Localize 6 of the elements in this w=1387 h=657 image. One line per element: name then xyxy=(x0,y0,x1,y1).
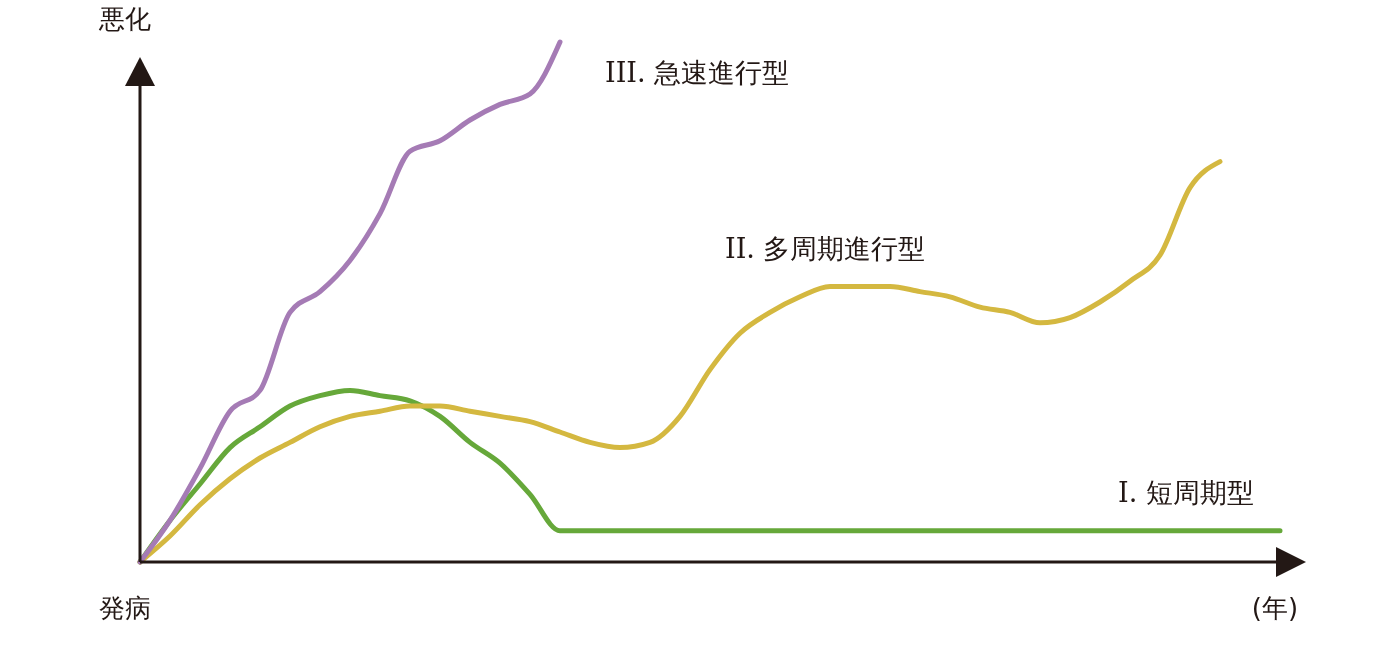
y-axis-title: 悪化 xyxy=(98,4,151,34)
series-label: III. 急速進行型 xyxy=(605,57,790,88)
series-label: II. 多周期進行型 xyxy=(725,233,926,264)
series-label: I. 短周期型 xyxy=(1118,477,1254,508)
text: 発病 xyxy=(99,593,151,623)
x-axis-title: (年) xyxy=(1251,593,1299,623)
